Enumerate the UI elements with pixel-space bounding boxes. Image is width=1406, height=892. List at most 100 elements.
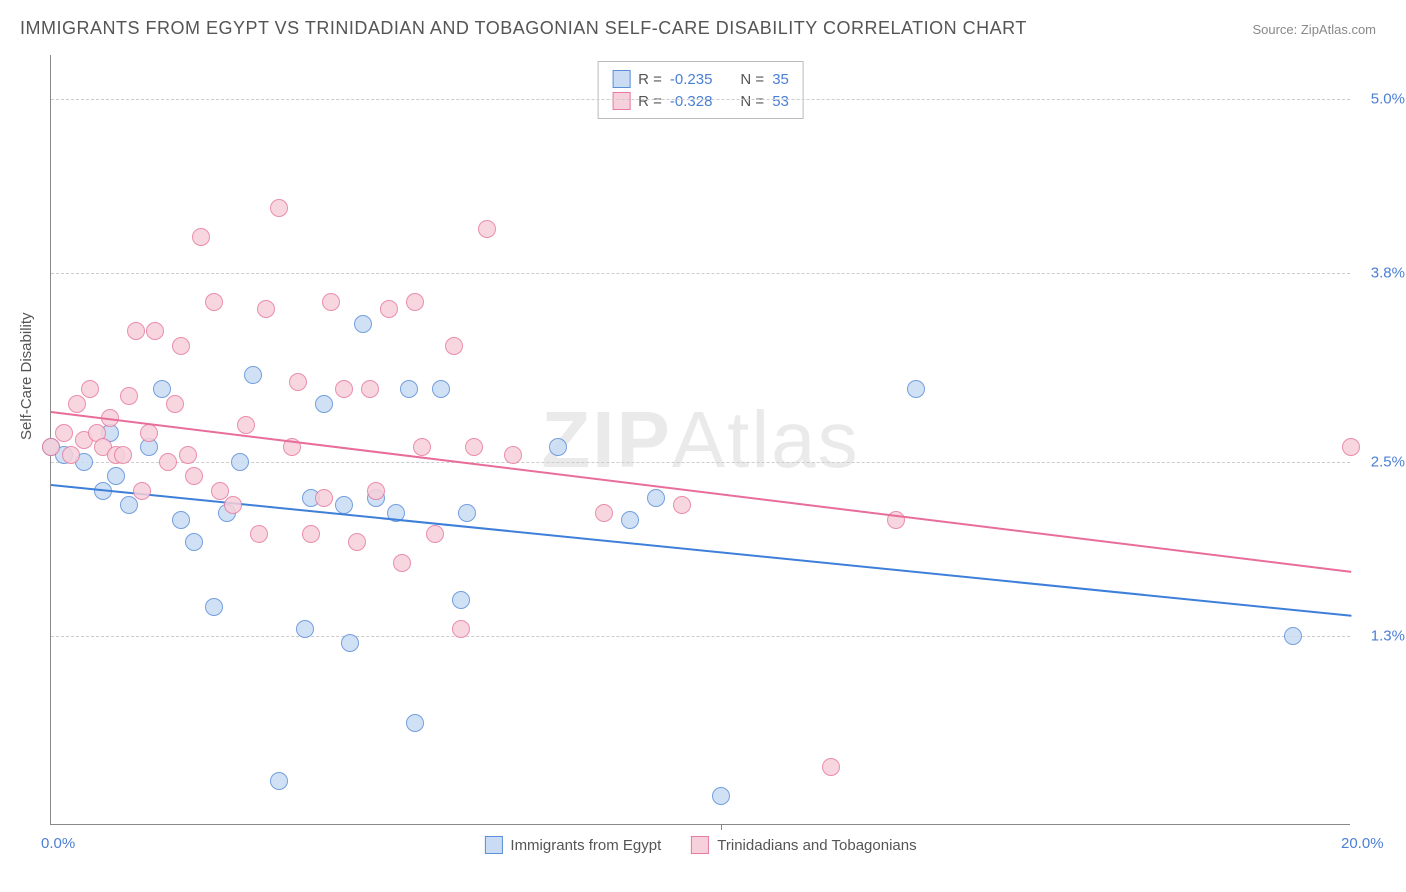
scatter-point — [224, 496, 242, 514]
scatter-point — [465, 438, 483, 456]
scatter-point — [621, 511, 639, 529]
legend-r-value: -0.235 — [670, 71, 713, 88]
y-axis-label: Self-Care Disability — [18, 312, 35, 440]
y-tick-label: 3.8% — [1355, 264, 1405, 281]
scatter-point — [380, 300, 398, 318]
scatter-point — [146, 322, 164, 340]
legend-n-label: N = — [740, 93, 764, 110]
scatter-point — [1284, 627, 1302, 645]
scatter-point — [289, 373, 307, 391]
scatter-point — [55, 424, 73, 442]
source-label: Source: ZipAtlas.com — [1252, 22, 1376, 37]
scatter-point — [302, 525, 320, 543]
scatter-point — [1342, 438, 1360, 456]
scatter-point — [595, 504, 613, 522]
scatter-point — [673, 496, 691, 514]
legend-swatch — [612, 92, 630, 110]
scatter-point — [244, 366, 262, 384]
scatter-point — [205, 598, 223, 616]
scatter-point — [452, 591, 470, 609]
scatter-point — [185, 533, 203, 551]
legend-n-value: 53 — [772, 93, 789, 110]
scatter-point — [179, 446, 197, 464]
legend-r-label: R = — [638, 71, 662, 88]
scatter-point — [406, 293, 424, 311]
legend-r-label: R = — [638, 93, 662, 110]
legend-swatch — [612, 70, 630, 88]
scatter-plot-area: ZIPAtlas R =-0.235N =35R =-0.328N =53 Im… — [50, 55, 1350, 825]
scatter-point — [270, 199, 288, 217]
scatter-point — [315, 489, 333, 507]
scatter-point — [172, 511, 190, 529]
scatter-point — [432, 380, 450, 398]
gridline — [51, 99, 1350, 100]
scatter-point — [257, 300, 275, 318]
scatter-point — [42, 438, 60, 456]
y-tick-label: 2.5% — [1355, 453, 1405, 470]
y-tick-label: 5.0% — [1355, 90, 1405, 107]
scatter-point — [341, 634, 359, 652]
scatter-point — [68, 395, 86, 413]
scatter-point — [413, 438, 431, 456]
legend-series-label: Immigrants from Egypt — [510, 837, 661, 854]
scatter-point — [270, 772, 288, 790]
gridline — [51, 636, 1350, 637]
legend-series-item: Immigrants from Egypt — [484, 836, 661, 854]
legend-stat-row: R = -0.328 N = 53 — [612, 90, 789, 112]
scatter-point — [426, 525, 444, 543]
legend-series-box: Immigrants from Egypt Trinidadians and To… — [484, 836, 916, 854]
y-tick-label: 1.3% — [1355, 628, 1405, 645]
legend-series-item: Trinidadians and Tobagonians — [691, 836, 916, 854]
trend-line — [51, 484, 1351, 617]
scatter-point — [907, 380, 925, 398]
scatter-point — [62, 446, 80, 464]
scatter-point — [445, 337, 463, 355]
x-tick-label: 20.0% — [1341, 835, 1384, 852]
scatter-point — [458, 504, 476, 522]
legend-swatch — [691, 836, 709, 854]
scatter-point — [133, 482, 151, 500]
legend-stats-box: R = -0.235 N = 35 R = -0.328 N = 53 — [597, 61, 804, 119]
x-tick-label: 0.0% — [41, 835, 75, 852]
scatter-point — [296, 620, 314, 638]
legend-stat-row: R =-0.235N =35 — [612, 68, 789, 90]
scatter-point — [478, 220, 496, 238]
scatter-point — [231, 453, 249, 471]
scatter-point — [335, 380, 353, 398]
scatter-point — [107, 467, 125, 485]
scatter-point — [140, 424, 158, 442]
scatter-point — [354, 315, 372, 333]
legend-n-value: 35 — [772, 71, 789, 88]
scatter-point — [166, 395, 184, 413]
scatter-point — [185, 467, 203, 485]
scatter-point — [114, 446, 132, 464]
scatter-point — [211, 482, 229, 500]
scatter-point — [315, 395, 333, 413]
scatter-point — [120, 496, 138, 514]
scatter-point — [335, 496, 353, 514]
scatter-point — [205, 293, 223, 311]
scatter-point — [348, 533, 366, 551]
scatter-point — [504, 446, 522, 464]
scatter-point — [367, 482, 385, 500]
gridline — [51, 273, 1350, 274]
scatter-point — [127, 322, 145, 340]
scatter-point — [192, 228, 210, 246]
legend-series-label: Trinidadians and Tobagonians — [717, 837, 916, 854]
scatter-point — [822, 758, 840, 776]
scatter-point — [647, 489, 665, 507]
scatter-point — [250, 525, 268, 543]
scatter-point — [172, 337, 190, 355]
scatter-point — [712, 787, 730, 805]
scatter-point — [400, 380, 418, 398]
legend-swatch — [484, 836, 502, 854]
axis-tick-mark — [721, 824, 722, 830]
watermark-text: ZIPAtlas — [541, 394, 859, 486]
scatter-point — [549, 438, 567, 456]
scatter-point — [159, 453, 177, 471]
scatter-point — [322, 293, 340, 311]
scatter-point — [237, 416, 255, 434]
legend-r-value: -0.328 — [670, 93, 713, 110]
scatter-point — [153, 380, 171, 398]
scatter-point — [452, 620, 470, 638]
